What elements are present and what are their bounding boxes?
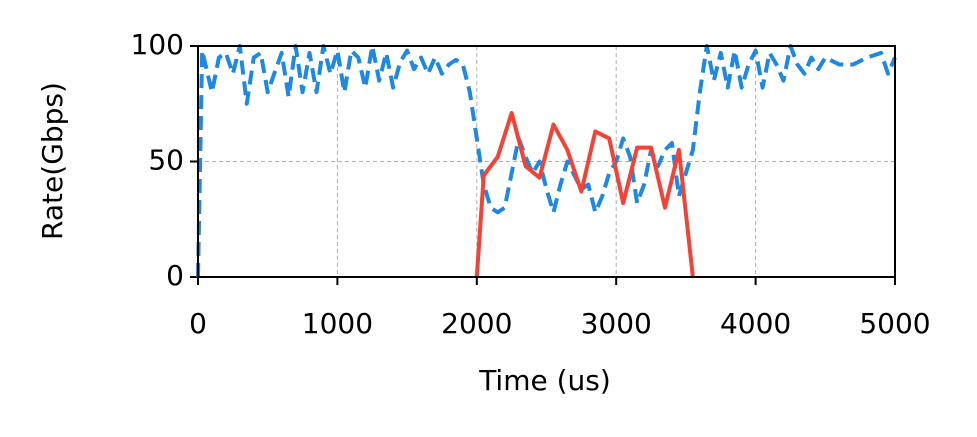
x-axis-label: Time (us) [478,364,611,397]
y-tick-label: 0 [166,259,184,292]
line-series [474,110,695,278]
x-tick-label: 5000 [859,307,930,340]
x-tick-label: 0 [189,307,207,340]
y-axis-label: Rate(Gbps) [36,82,69,240]
x-tick-label: 2000 [441,307,512,340]
plot-frame [197,45,896,278]
x-tick-label: 3000 [581,307,652,340]
x-tick-label: 4000 [720,307,791,340]
y-tick-label: 100 [131,28,184,61]
x-tick-label: 1000 [302,307,373,340]
y-tick-label: 50 [148,144,184,177]
line-series [196,44,897,278]
